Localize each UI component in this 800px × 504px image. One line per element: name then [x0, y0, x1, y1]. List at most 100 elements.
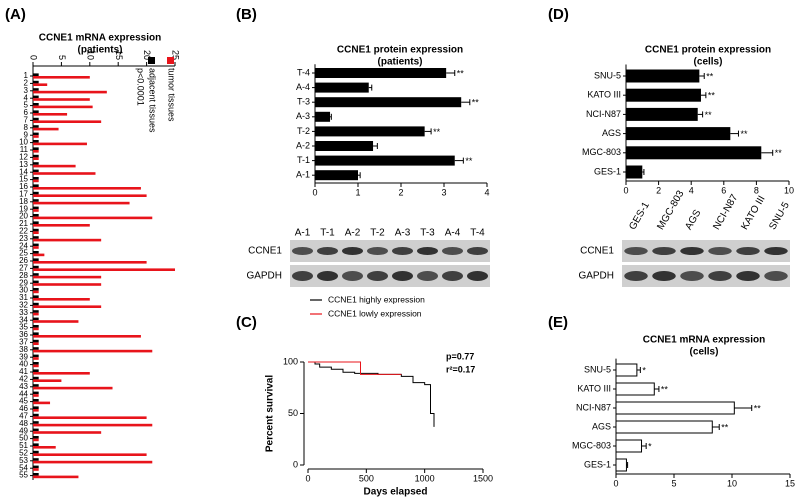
chart-title: CCNE1 protein expression [645, 45, 771, 56]
x-tick-label: 0 [29, 55, 39, 60]
bar [615, 420, 713, 434]
lane-label: AGS [683, 208, 703, 232]
bar [33, 179, 39, 183]
x-tick-label: 0 [613, 478, 618, 488]
bar [33, 290, 39, 294]
y-tick-label: 55 [19, 471, 28, 480]
blot-band [680, 247, 704, 255]
bar [33, 125, 39, 128]
bar [33, 401, 51, 405]
x-axis-label: Days elapsed [364, 487, 428, 498]
bar [315, 111, 331, 122]
bar [33, 265, 39, 269]
bar [33, 436, 39, 439]
bar [33, 295, 39, 298]
y-tick-label: AGS [592, 421, 611, 431]
significance-label: ** [775, 148, 783, 158]
y-tick-label: 22 [19, 227, 28, 236]
y-tick-label: 4 [24, 93, 29, 102]
bar [626, 88, 701, 102]
bar [33, 450, 39, 454]
bar [33, 406, 39, 409]
bar [33, 446, 56, 449]
bar [315, 141, 374, 151]
bar [33, 184, 39, 187]
y-tick-label: GES-1 [594, 166, 621, 176]
y-tick-label: 30 [19, 286, 28, 295]
bar [33, 468, 39, 471]
bar [33, 224, 90, 227]
bar [33, 391, 39, 395]
bar [33, 127, 59, 131]
bar [33, 268, 175, 271]
lane-label: A-1 [295, 228, 311, 239]
bar [33, 140, 39, 143]
x-tick-label: 4 [689, 185, 694, 195]
error-bar [712, 424, 720, 430]
significance-label: ** [472, 98, 480, 108]
blot-band [292, 271, 313, 281]
bar [33, 103, 39, 106]
bar [33, 473, 39, 476]
bar [33, 135, 39, 138]
y-tick-label: 28 [19, 271, 28, 280]
bar [33, 199, 39, 202]
bar [33, 438, 39, 442]
error-bar [641, 443, 647, 449]
error-bar [446, 70, 456, 76]
lane-label: A-2 [345, 228, 361, 239]
bar [33, 298, 90, 301]
bar [33, 261, 147, 264]
y-tick-label: 47 [19, 412, 28, 421]
y-tick-label: 37 [19, 338, 28, 347]
y-tick-label: 11 [20, 145, 29, 154]
x-tick-label: 20 [142, 50, 152, 60]
error-bar [330, 113, 332, 120]
bar [33, 372, 90, 375]
x-tick-label: 2 [398, 187, 403, 197]
y-tick-label: 40 [19, 360, 28, 369]
error-bar [454, 157, 464, 164]
bar [315, 68, 447, 78]
bar [33, 117, 39, 121]
y-tick-label: NCI-N87 [586, 109, 621, 119]
significance-label: ** [721, 422, 729, 432]
y-tick-label: 31 [19, 293, 28, 302]
x-tick-label: 500 [359, 473, 374, 483]
bar [33, 288, 39, 291]
significance-label: ** [754, 403, 762, 413]
bar [33, 465, 39, 469]
x-tick-label: 5 [671, 478, 676, 488]
panel-label: (C) [236, 314, 257, 331]
error-bar [734, 405, 753, 411]
bar [33, 228, 39, 232]
bar [33, 443, 39, 446]
bar [33, 206, 39, 210]
bar [33, 283, 102, 286]
blot-band [342, 247, 363, 255]
bar [33, 413, 39, 417]
bar [33, 376, 39, 380]
bar [33, 80, 39, 84]
significance-label: ** [708, 91, 716, 101]
blot-row-label: GAPDH [246, 271, 282, 282]
lane-label: A-3 [395, 228, 411, 239]
blot-band [442, 247, 463, 255]
bar [315, 126, 425, 137]
bar [33, 243, 39, 247]
y-tick-label: 48 [19, 419, 28, 428]
bar [33, 399, 39, 402]
bar [33, 169, 39, 173]
legend-label: adjacent tissues [148, 68, 158, 133]
blot-band [764, 271, 788, 281]
bar [33, 113, 68, 116]
bar [33, 409, 39, 412]
bar [33, 147, 39, 150]
y-tick-label: 46 [19, 404, 28, 413]
y-tick-label: AGS [602, 128, 621, 138]
bar [33, 275, 102, 279]
y-tick-label: SNU-5 [584, 364, 611, 374]
bar [33, 246, 39, 249]
x-tick-label: 10 [727, 478, 737, 488]
